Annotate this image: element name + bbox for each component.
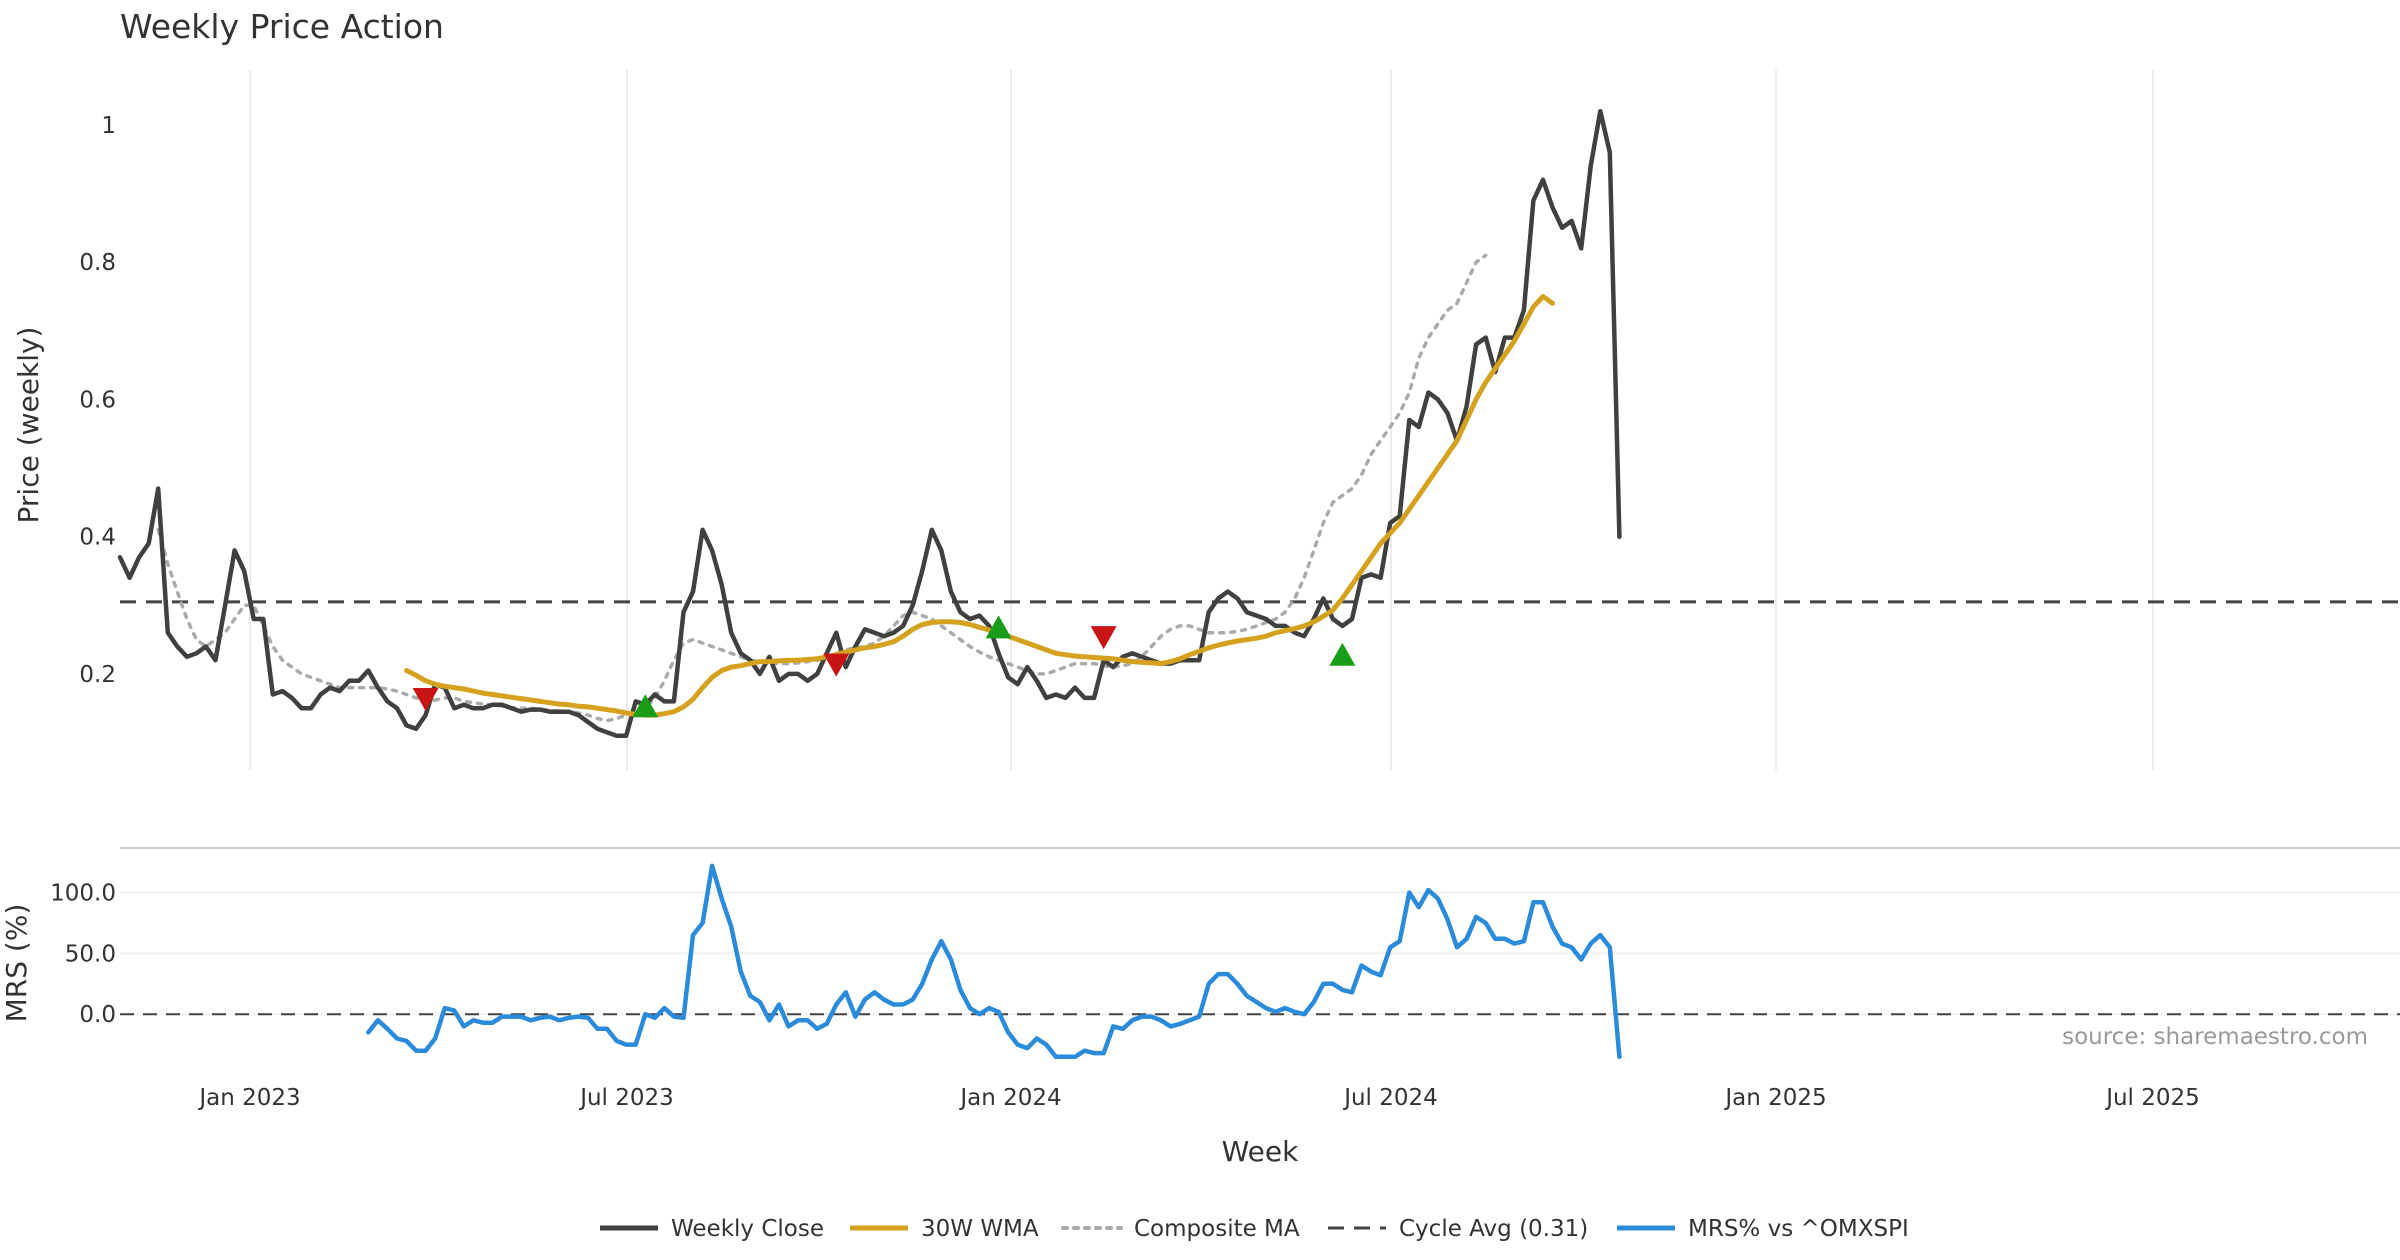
source-note: source: sharemaestro.com [2062,1024,2368,1050]
sell-signal-0 [412,687,439,711]
mrs-series-group [366,863,1622,1060]
mrs-y-tick-2: 0.0 [79,1002,116,1028]
price-series-group [117,108,1622,738]
legend: Weekly Close 30W WMA Composite MA Cycle Avg… [600,1216,1909,1242]
sell-signal-2 [1090,626,1117,650]
buy-signal-2 [1329,642,1356,666]
x-tick-4: Jan 2025 [1723,1085,1826,1111]
x-tick-2: Jan 2024 [958,1085,1061,1111]
price-y-tick-3: 0.8 [79,250,116,276]
series-wma [404,294,1555,718]
x-axis-label: Week [1222,1135,1299,1168]
legend-label-4: MRS% vs ^OMXSPI [1688,1216,1909,1242]
x-tick-0: Jan 2023 [197,1085,300,1111]
chart-title: Weekly Price Action [120,7,444,46]
x-tick-1: Jul 2023 [578,1085,674,1111]
x-tick-3: Jul 2024 [1342,1085,1438,1111]
x-ticks: Jan 2023 Jul 2023 Jan 2024 Jul 2024 Jan 2025… [197,1085,2199,1111]
sell-signal-1 [823,653,850,677]
x-tick-5: Jul 2025 [2104,1085,2200,1111]
signal-markers [412,615,1356,718]
legend-label-0: Weekly Close [671,1216,824,1242]
legend-label-3: Cycle Avg (0.31) [1399,1216,1588,1242]
buy-signal-1 [985,615,1012,639]
price-y-tick-0: 0.2 [79,662,116,688]
series-weekly-close [117,108,1622,738]
legend-label-1: 30W WMA [921,1216,1039,1242]
mrs-y-tick-0: 100.0 [50,881,116,907]
mrs-y-tick-1: 50.0 [65,941,116,967]
price-y-axis-label: Price (weekly) [12,327,45,524]
buy-signal-0 [632,694,659,718]
price-y-ticks: 0.2 0.4 0.6 0.8 1 [79,113,116,688]
series-composite-ma [156,253,1488,723]
price-y-tick-4: 1 [101,113,116,139]
legend-label-2: Composite MA [1134,1216,1300,1242]
price-y-tick-2: 0.6 [79,387,116,413]
series-mrs [366,863,1622,1060]
mrs-y-axis-label: MRS (%) [0,904,33,1023]
mrs-y-ticks: 100.0 50.0 0.0 [50,881,116,1029]
price-y-tick-1: 0.4 [79,525,116,551]
price-gridlines [249,70,2154,770]
